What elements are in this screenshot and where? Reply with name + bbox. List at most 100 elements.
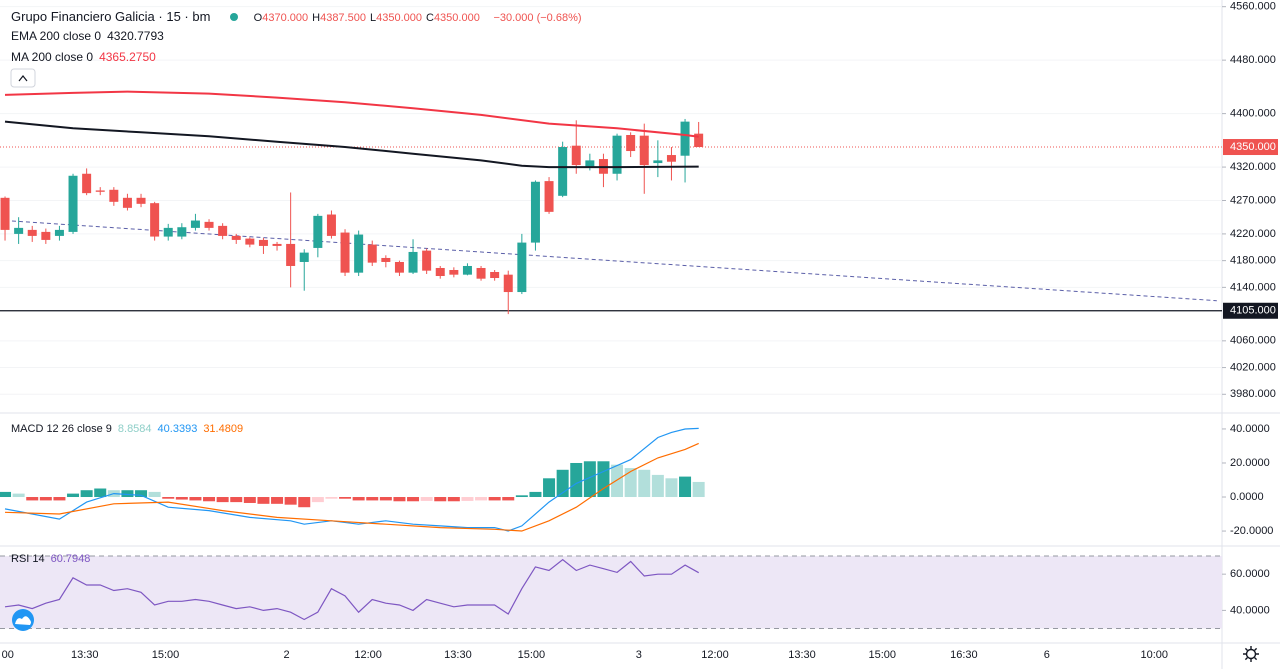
y-tick-label: 4400.000 <box>1230 108 1276 120</box>
histogram-bar <box>53 497 66 501</box>
candle-body <box>326 214 336 236</box>
y-tick-label: 4180.000 <box>1230 255 1276 267</box>
price-label-box <box>1223 139 1278 156</box>
y-tick-label: 4140.000 <box>1230 281 1276 293</box>
histogram-bar <box>189 497 202 501</box>
ohlc-name: H <box>312 12 321 24</box>
indicator-line <box>4 120 699 169</box>
y-tick-label: 4270.000 <box>1230 194 1276 206</box>
histogram-bar <box>624 468 637 498</box>
histogram-bar <box>461 497 474 501</box>
price-label-box <box>1223 302 1278 319</box>
settings-icon[interactable] <box>1243 646 1259 662</box>
histogram-bar <box>583 461 596 498</box>
ema-value: 4320.7793 <box>107 29 164 43</box>
candle-body <box>476 267 486 279</box>
symbol-title: Grupo Financiero Galicia · 15 · bm <box>11 9 211 24</box>
x-tick-label: 6 <box>1044 649 1050 661</box>
ohlc-name: O <box>253 12 263 24</box>
histogram-bar <box>651 474 664 498</box>
candle-body <box>163 227 173 237</box>
histogram-bar <box>352 497 365 501</box>
candle-body <box>680 121 690 156</box>
y-tick-label: 4320.000 <box>1230 161 1276 173</box>
histogram-bar <box>529 491 542 498</box>
macd-value: 40.3393 <box>157 423 198 435</box>
candle-body <box>571 145 581 166</box>
candle-body <box>204 221 214 228</box>
candle-body <box>122 197 132 208</box>
histogram-bar <box>121 490 134 498</box>
y-tick-label: -20.0000 <box>1230 525 1273 537</box>
y-tick-label: 4020.000 <box>1230 361 1276 373</box>
candle-body <box>449 269 459 275</box>
y-tick-label: 60.0000 <box>1230 568 1270 580</box>
x-tick-label: 12:00 <box>354 649 382 661</box>
histogram-bar <box>94 488 107 498</box>
candle-body <box>136 197 146 204</box>
histogram-bar <box>39 497 52 501</box>
histogram-bar <box>393 497 406 502</box>
histogram-bar <box>203 497 216 502</box>
candle-body <box>68 175 78 232</box>
signal-value: 31.4809 <box>203 423 244 435</box>
histogram-bar <box>570 462 583 498</box>
candle-body <box>639 135 649 166</box>
ohlc-value: 4350.000 <box>433 12 480 24</box>
histogram-bar <box>216 497 229 503</box>
y-tick-label: 4060.000 <box>1230 335 1276 347</box>
candle-body <box>272 243 282 246</box>
candle-body <box>190 220 200 228</box>
candle-body <box>231 235 241 240</box>
ohlc-value: 4387.500 <box>320 12 366 24</box>
status-dot <box>230 13 239 21</box>
x-tick-label: 13:30 <box>444 649 472 661</box>
rsi-line <box>4 558 699 621</box>
ma-legend: MA 200 close 0 4365.2750 <box>11 50 162 64</box>
histogram-bar <box>243 497 256 503</box>
x-tick-label: 12:00 <box>701 649 729 661</box>
candle-body <box>462 265 472 275</box>
x-tick-label: 15:00 <box>152 649 180 661</box>
histogram-bar <box>162 497 175 499</box>
candle-body <box>354 234 364 273</box>
histogram-bar <box>366 497 379 501</box>
macd-name: MACD 12 26 close 9 <box>11 423 112 435</box>
histogram-bar <box>311 497 324 503</box>
collapse-button[interactable] <box>10 68 36 88</box>
histogram-bar <box>135 490 148 498</box>
logo-icon[interactable] <box>12 609 34 631</box>
candle-body <box>585 160 595 167</box>
histogram-bar <box>692 481 705 498</box>
candle-body <box>54 229 64 236</box>
histogram-bar <box>434 497 447 502</box>
histogram-bar <box>420 497 433 501</box>
histogram-bar <box>67 493 80 498</box>
y-tick-label: 20.0000 <box>1230 457 1270 469</box>
histogram-bar <box>638 469 651 498</box>
ema-legend: EMA 200 close 0 4320.7793 <box>11 29 170 43</box>
rsi-band <box>0 556 1222 629</box>
candle-body <box>653 160 663 164</box>
histogram-bar <box>80 490 93 498</box>
histogram-bar <box>325 497 338 499</box>
x-tick-label: 2 <box>283 649 289 661</box>
candle-body <box>258 239 268 246</box>
candle-body <box>435 267 445 277</box>
histogram-bar <box>230 497 243 503</box>
histogram-bar <box>475 497 488 501</box>
candle-body <box>95 190 105 192</box>
histogram-bar <box>0 491 12 498</box>
candle-body <box>544 181 554 212</box>
candle-body <box>245 238 255 245</box>
candle-body <box>530 181 540 243</box>
histogram-bar <box>447 497 460 502</box>
histogram-bar <box>339 497 352 499</box>
x-tick-label: 00 <box>2 649 14 661</box>
candle-body <box>14 227 24 234</box>
candle-body <box>177 227 187 237</box>
ohlc-name: C <box>425 12 434 24</box>
histogram-bar <box>407 497 420 502</box>
